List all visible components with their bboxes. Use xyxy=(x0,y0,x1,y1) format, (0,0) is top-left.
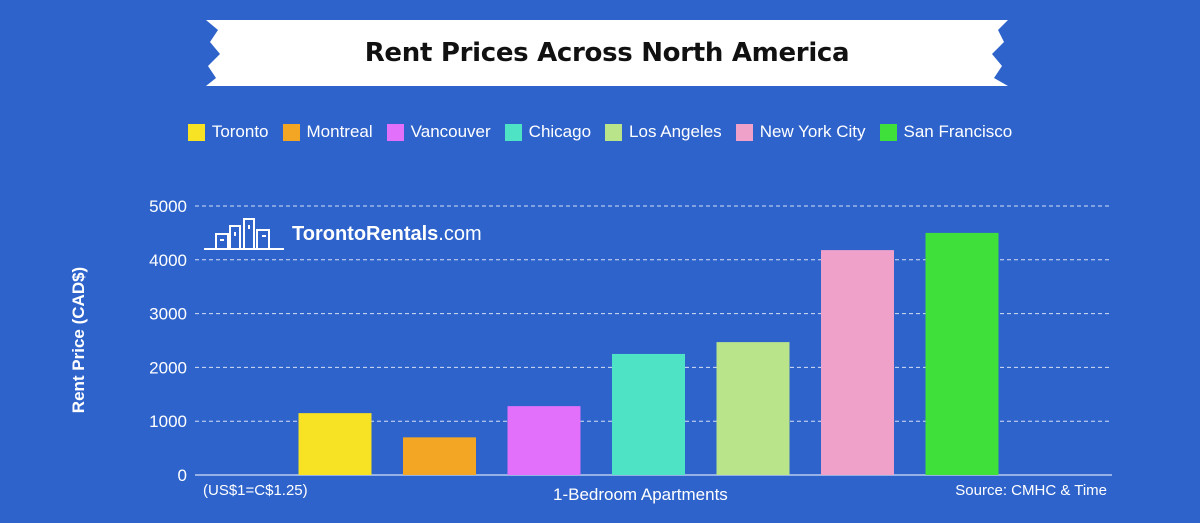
y-tick-label: 4000 xyxy=(149,251,187,270)
legend-item-new-york-city[interactable]: New York City xyxy=(735,122,866,142)
y-tick-label: 3000 xyxy=(149,305,187,324)
legend-swatch xyxy=(879,123,897,141)
legend-item-vancouver[interactable]: Vancouver xyxy=(386,122,491,142)
legend-label: San Francisco xyxy=(903,122,1013,141)
bar-los-angeles xyxy=(716,342,790,475)
brand-suffix: .com xyxy=(438,222,482,245)
legend-label: Vancouver xyxy=(410,122,491,141)
bar-san-francisco xyxy=(925,232,999,475)
legend-item-toronto[interactable]: Toronto xyxy=(187,122,269,142)
y-tick-label: 0 xyxy=(178,466,187,485)
bar-toronto xyxy=(298,413,372,475)
bar-vancouver xyxy=(507,406,581,475)
city-skyline-icon xyxy=(204,218,284,250)
bar-new-york-city xyxy=(821,250,894,475)
legend-swatch xyxy=(282,123,300,141)
legend-swatch xyxy=(735,123,753,141)
bar-montreal xyxy=(403,437,476,475)
legend-item-montreal[interactable]: Montreal xyxy=(282,122,373,142)
brand-watermark: TorontoRentals.com xyxy=(204,216,482,252)
y-tick-label: 5000 xyxy=(149,197,187,216)
torn-paper-banner xyxy=(206,20,1008,86)
legend-swatch xyxy=(187,123,205,141)
brand-name: TorontoRentals xyxy=(292,222,439,245)
chart-legend: Toronto Montreal Vancouver Chicago Los Angel… xyxy=(0,122,1200,142)
legend-label: Los Angeles xyxy=(629,122,722,141)
x-axis-label: 1-Bedroom Apartments xyxy=(553,485,728,504)
legend-swatch xyxy=(605,123,623,141)
legend-item-los-angeles[interactable]: Los Angeles xyxy=(605,122,722,142)
y-tick-label: 1000 xyxy=(149,412,187,431)
bar-chicago xyxy=(612,353,685,475)
legend-label: Chicago xyxy=(528,122,592,141)
legend-label: Montreal xyxy=(306,122,373,141)
y-tick-label: 2000 xyxy=(149,358,187,377)
legend-swatch xyxy=(504,123,522,141)
chart-title: Rent Prices Across North America xyxy=(364,38,850,68)
y-axis-label: Rent Price (CAD$) xyxy=(69,266,88,414)
legend-swatch xyxy=(386,123,404,141)
brand-label: TorontoRentals.com xyxy=(292,223,482,246)
exchange-rate-note: (US$1=C$1.25) xyxy=(203,482,308,499)
legend-label: New York City xyxy=(759,122,866,141)
source-note: Source: CMHC & Time xyxy=(955,482,1107,499)
title-banner: Rent Prices Across North America xyxy=(206,20,1008,86)
legend-label: Toronto xyxy=(211,122,269,141)
legend-item-san-francisco[interactable]: San Francisco xyxy=(879,122,1013,142)
legend-item-chicago[interactable]: Chicago xyxy=(504,122,592,142)
